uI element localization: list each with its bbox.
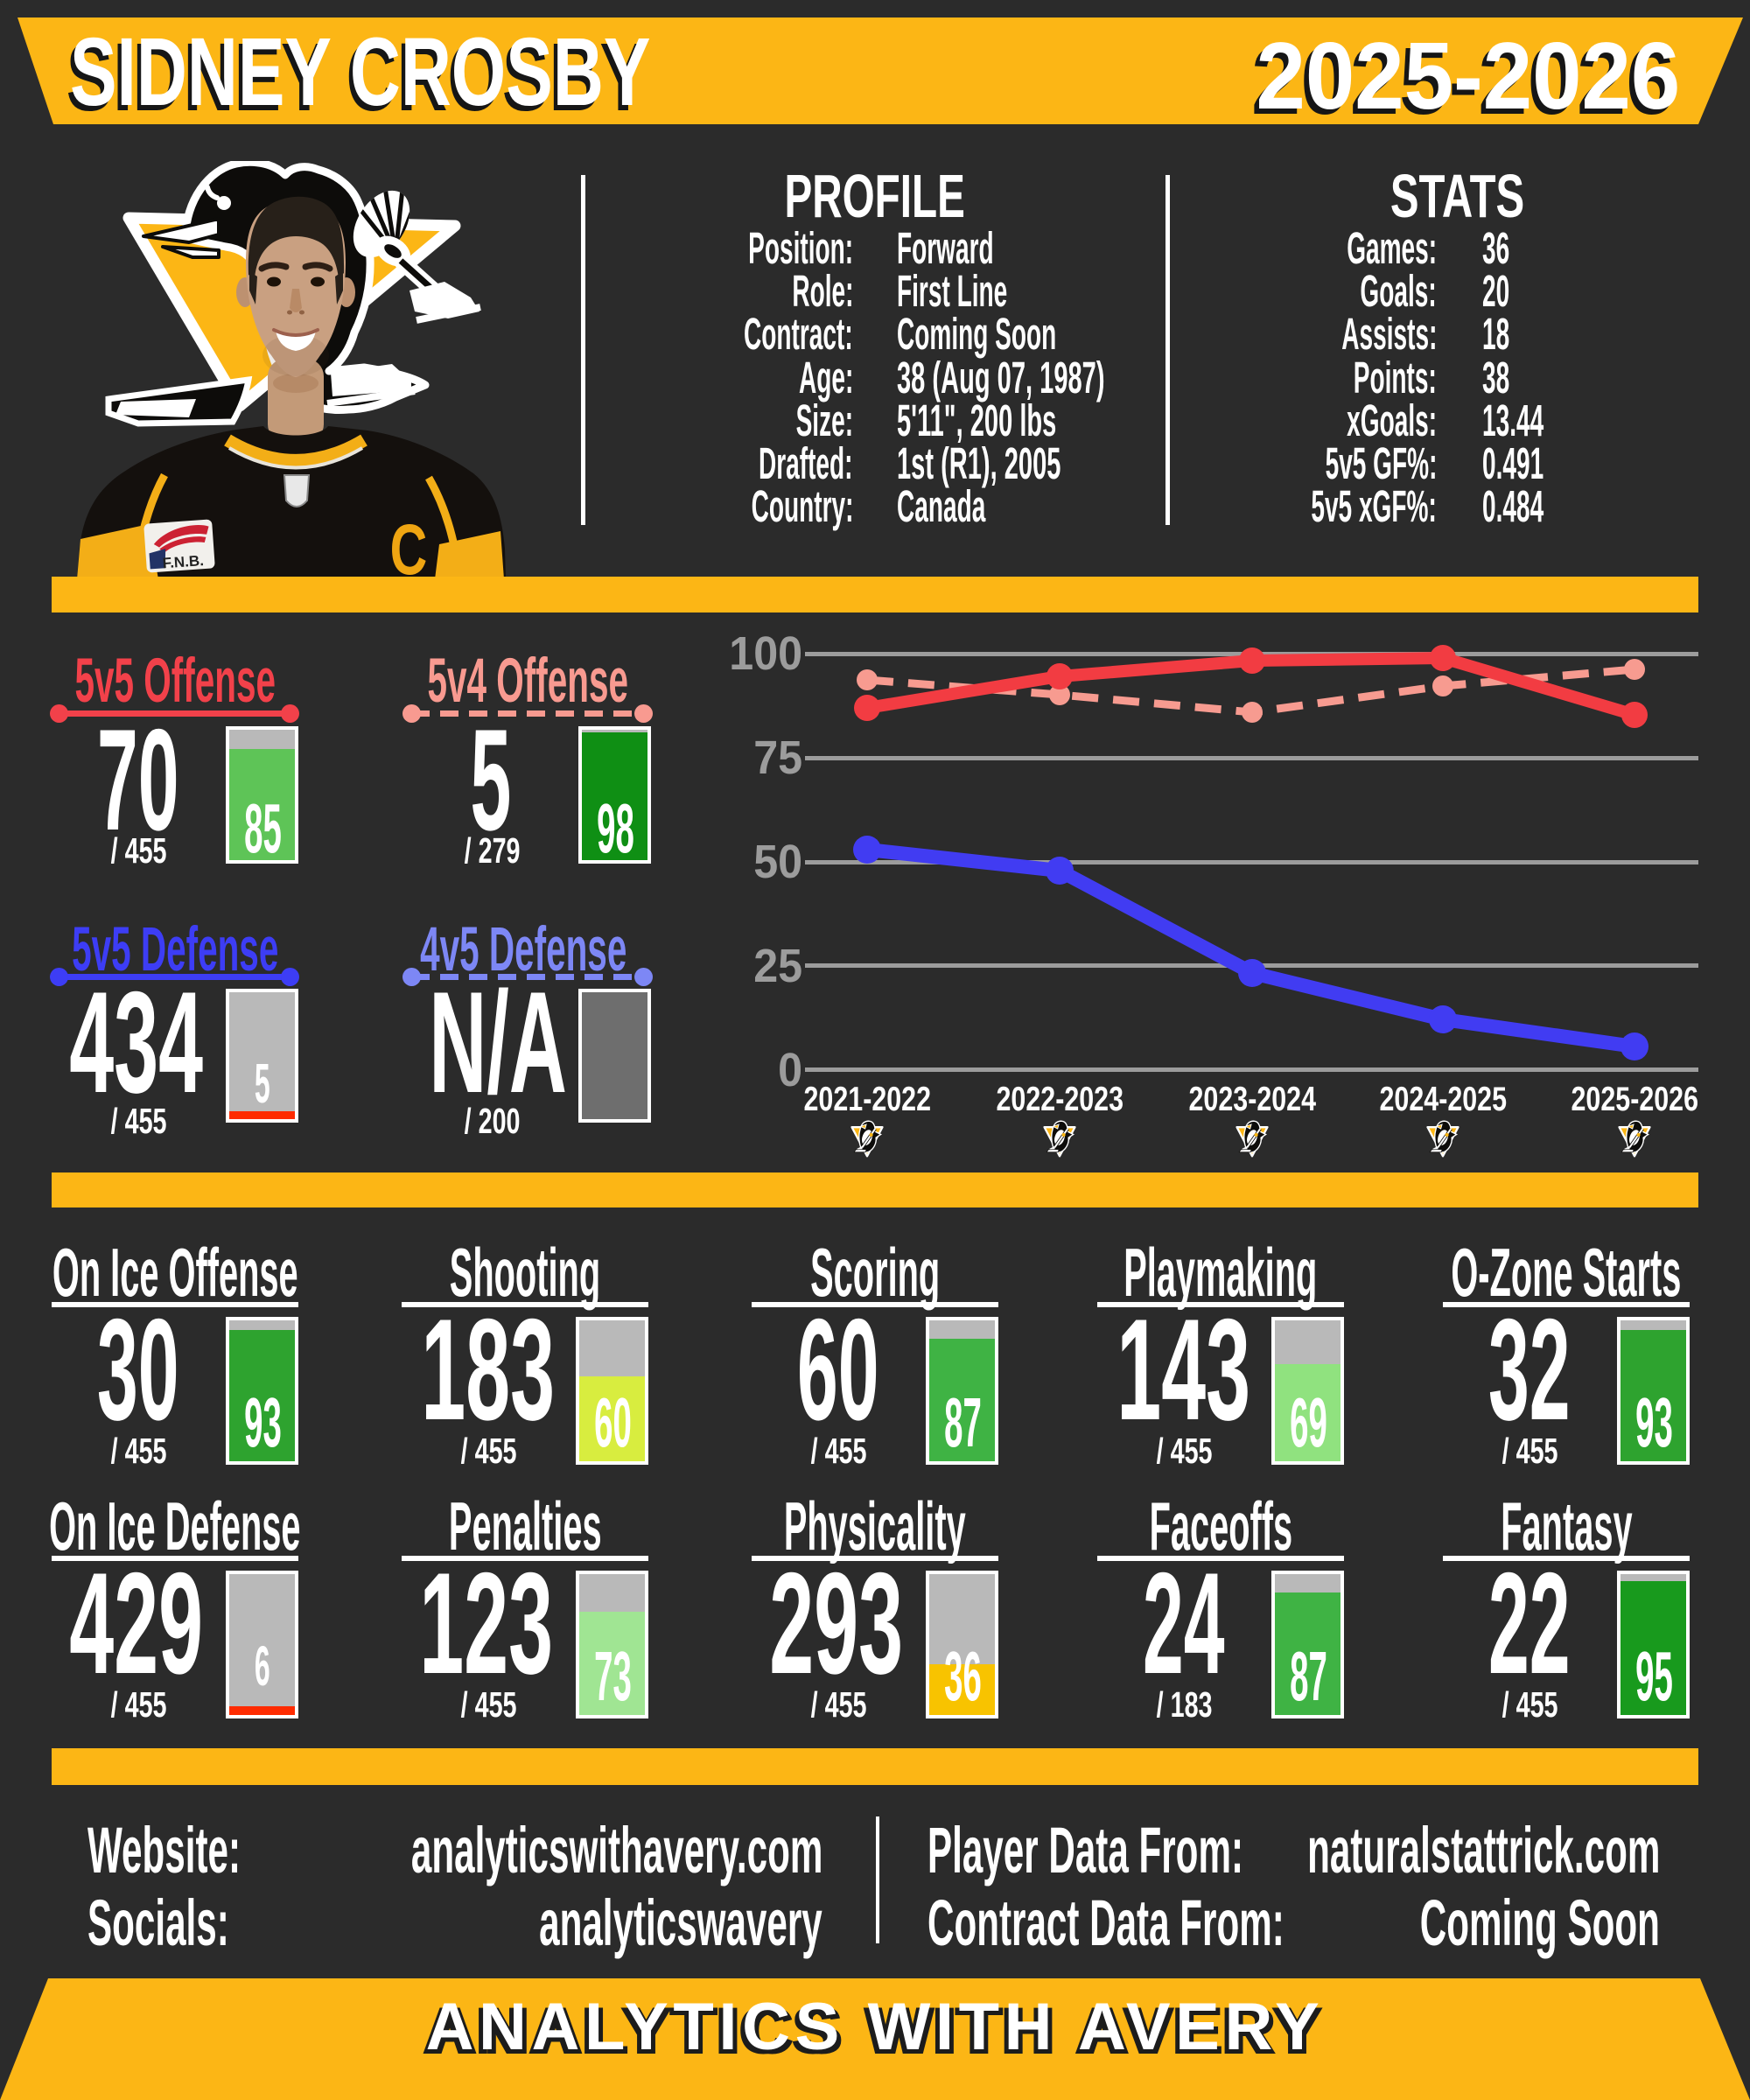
svg-text:F.N.B.: F.N.B. bbox=[162, 552, 204, 571]
svg-text:C: C bbox=[390, 510, 428, 578]
